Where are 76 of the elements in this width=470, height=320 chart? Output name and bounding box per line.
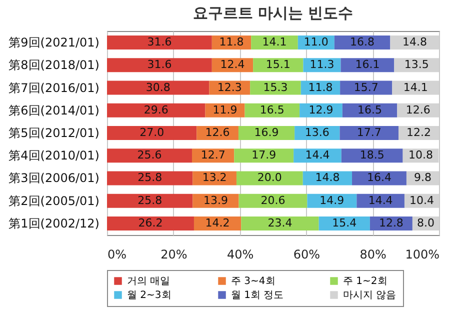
data-label: 16.8 xyxy=(350,36,375,49)
data-label: 17.7 xyxy=(356,126,382,139)
data-label: 12.6 xyxy=(406,103,430,116)
data-label: 25.8 xyxy=(138,171,162,184)
data-label: 14.9 xyxy=(320,194,344,207)
data-label: 13.2 xyxy=(202,171,227,184)
data-label: 16.4 xyxy=(366,171,392,184)
data-label: 25.6 xyxy=(137,148,162,162)
data-label: 12.6 xyxy=(205,126,230,139)
x-tick-label: 100% xyxy=(405,248,440,262)
data-label: 12.2 xyxy=(406,126,431,139)
data-label: 10.4 xyxy=(409,194,434,207)
legend-label: 거의 매일 xyxy=(127,276,170,287)
data-label: 12.7 xyxy=(200,148,226,162)
data-label: 17.9 xyxy=(252,148,276,162)
legend-label: 월 2~3회 xyxy=(127,290,172,301)
data-label: 15.4 xyxy=(332,216,357,230)
data-label: 11.3 xyxy=(310,58,334,72)
y-tick-label: 第4回(2010/01) xyxy=(8,148,100,163)
data-label: 31.6 xyxy=(147,58,172,72)
data-label: 15.1 xyxy=(266,58,290,72)
y-tick-label: 第2回(2005/01) xyxy=(8,194,100,208)
data-label: 18.5 xyxy=(360,148,384,162)
x-tick-label: 60% xyxy=(293,248,320,262)
y-tick-label: 第6回(2014/01) xyxy=(8,103,100,118)
data-label: 31.6 xyxy=(147,36,172,49)
y-tick-label: 第8回(2018/01) xyxy=(8,58,100,72)
x-tick-label: 80% xyxy=(360,248,386,262)
data-label: 12.8 xyxy=(378,216,404,230)
data-label: 16.5 xyxy=(358,103,382,116)
data-label: 11.8 xyxy=(308,80,333,94)
data-label: 8.0 xyxy=(416,216,434,230)
data-label: 11.0 xyxy=(304,36,328,49)
data-label: 12.4 xyxy=(220,58,245,72)
data-label: 14.1 xyxy=(262,36,287,49)
legend-label: 마시지 않음 xyxy=(343,290,396,301)
data-label: 11.8 xyxy=(219,36,244,49)
legend-label: 월 1회 정도 xyxy=(231,290,284,301)
data-label: 27.0 xyxy=(140,126,164,139)
data-label: 12.9 xyxy=(308,103,334,116)
data-label: 15.3 xyxy=(263,80,288,94)
data-label: 15.7 xyxy=(354,80,378,94)
data-label: 14.4 xyxy=(368,194,393,207)
data-label: 16.9 xyxy=(254,126,279,139)
y-tick-label: 第5回(2012/01) xyxy=(8,126,100,140)
data-label: 12.3 xyxy=(217,80,242,94)
x-tick-label: 20% xyxy=(160,248,188,262)
data-label: 10.8 xyxy=(408,148,433,162)
y-tick-label: 第1回(2002/12) xyxy=(8,216,100,230)
data-label: 9.8 xyxy=(414,171,432,184)
y-tick-label: 第9回(2021/01) xyxy=(8,36,100,50)
y-tick-label: 第3回(2006/01) xyxy=(8,171,100,186)
x-tick-label: 0% xyxy=(108,248,127,262)
data-label: 14.1 xyxy=(403,80,428,94)
data-label: 14.8 xyxy=(315,171,340,184)
data-label: 29.6 xyxy=(144,103,168,116)
legend-label: 주 3~4회 xyxy=(231,276,276,287)
data-label: 30.8 xyxy=(146,80,170,94)
data-label: 11.9 xyxy=(212,103,238,116)
data-label: 26.2 xyxy=(138,216,163,230)
data-label: 14.2 xyxy=(205,216,230,230)
data-label: 13.6 xyxy=(304,126,330,139)
data-label: 14.4 xyxy=(305,148,330,162)
data-label: 14.8 xyxy=(402,36,428,49)
data-label: 13.5 xyxy=(404,58,429,72)
x-tick-label: 40% xyxy=(226,248,254,262)
data-label: 16.1 xyxy=(355,58,380,72)
legend-label: 주 1~2회 xyxy=(343,276,388,287)
data-label: 20.0 xyxy=(257,171,282,184)
data-label: 13.9 xyxy=(203,194,228,207)
data-label: 25.8 xyxy=(138,194,162,207)
data-label: 23.4 xyxy=(268,216,292,230)
y-tick-label: 第7回(2016/01) xyxy=(8,80,100,95)
chart-title: 요구르트 마시는 빈도수 xyxy=(192,4,354,22)
data-label: 16.5 xyxy=(260,103,284,116)
data-label: 20.6 xyxy=(260,194,286,207)
